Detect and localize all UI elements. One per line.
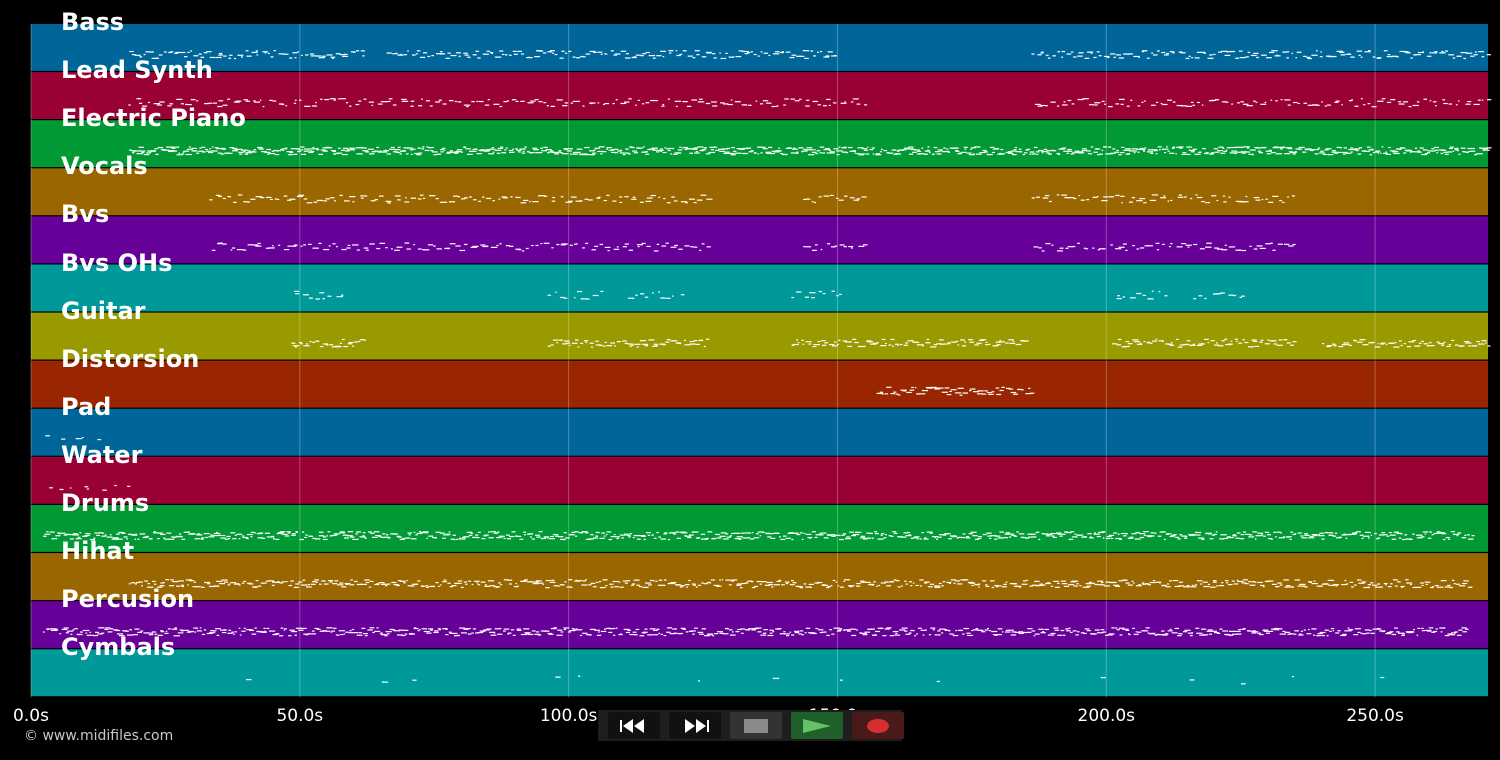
time-tick-label: 100.0s [539,706,598,726]
track-row-bvs [31,216,1488,264]
track-row-water [31,456,1488,504]
track-row-vocals [31,168,1488,216]
time-tick-label: 50.0s [276,706,324,726]
track-label: Lead Synth [61,56,213,85]
track-label: Distorsion [61,344,200,373]
track-row-bvs-ohs [31,264,1488,312]
fast-forward-button[interactable] [669,712,721,739]
stop-button[interactable] [730,712,782,739]
time-tick-label: 250.0s [1346,706,1404,726]
track-row-guitar [31,312,1488,360]
rewind-button[interactable] [608,712,660,739]
time-tick-label: 0.0s [13,706,49,726]
track-row-electric-piano [31,120,1488,168]
track-label: Hihat [61,537,135,566]
record-icon [867,718,889,733]
track-row-lead-synth [31,72,1488,119]
track-label: Electric Piano [61,104,246,133]
copyright-notice: © www.midifiles.com [24,728,174,744]
track-row-distorsion [31,360,1488,408]
track-row-bass [31,24,1488,71]
track-label: Drums [61,489,150,517]
track-label: Water [61,440,143,469]
track-label: Pad [61,392,112,421]
track-label: Bvs [61,200,110,229]
midi-notes [42,50,1492,685]
track-label: Bass [61,8,125,36]
track-row-hihat [31,553,1488,600]
track-label: Guitar [61,296,146,325]
stop-icon [744,718,768,733]
rewind-icon [620,718,644,733]
track-label: Bvs OHs [61,248,173,277]
track-row-pad [31,408,1488,456]
play-button[interactable] [791,712,843,739]
transport-controls [598,710,904,741]
track-label: Vocals [61,152,148,181]
track-label: Percusion [61,585,195,614]
play-icon [803,718,831,733]
track-row-percusion [31,601,1488,649]
record-button[interactable] [852,712,904,739]
fast-forward-icon [685,718,709,733]
track-row-drums [31,505,1488,552]
track-label: Cymbals [61,633,176,662]
track-row-cymbals [31,649,1488,697]
time-tick-label: 200.0s [1077,706,1136,726]
